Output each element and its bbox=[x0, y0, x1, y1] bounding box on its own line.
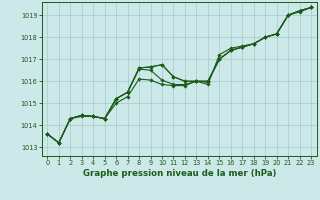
X-axis label: Graphe pression niveau de la mer (hPa): Graphe pression niveau de la mer (hPa) bbox=[83, 169, 276, 178]
